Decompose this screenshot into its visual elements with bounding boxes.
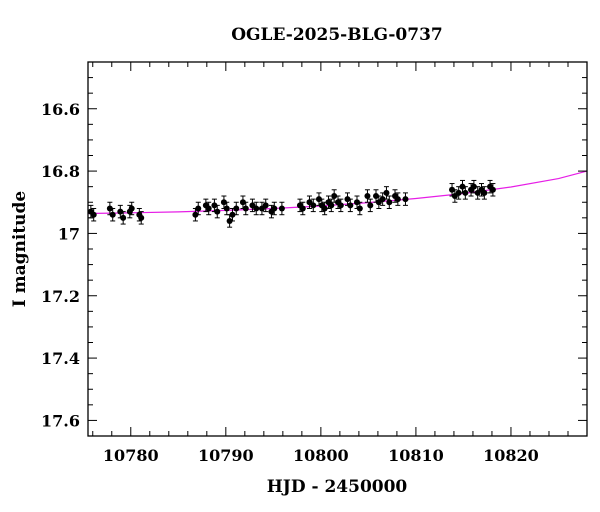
plot-frame: [87, 61, 588, 437]
y-tick-label: 16.8: [41, 162, 80, 181]
data-point: [233, 205, 240, 212]
data-point: [356, 205, 363, 212]
data-point: [138, 214, 145, 221]
data-point: [315, 196, 322, 203]
data-point: [470, 183, 477, 190]
data-point: [449, 186, 456, 193]
y-tick-label: 17.2: [41, 287, 80, 306]
data-point: [192, 211, 199, 218]
y-tick-label: 17.6: [41, 411, 80, 430]
data-point: [321, 205, 328, 212]
data-point: [364, 193, 371, 200]
axis-ticks: [88, 61, 588, 437]
data-point: [120, 214, 127, 221]
data-point: [109, 211, 116, 218]
x-axis-label: HJD - 2450000: [267, 477, 408, 497]
data-point: [195, 205, 202, 212]
data-point: [379, 196, 386, 203]
data-point: [394, 196, 401, 203]
data-point: [455, 189, 462, 196]
data-point: [262, 202, 269, 209]
data-point: [117, 208, 124, 215]
plot-area: [87, 170, 588, 228]
chart-title: OGLE-2025-BLG-0737: [231, 25, 443, 45]
data-point: [226, 217, 233, 224]
data-point: [299, 205, 306, 212]
data-point: [242, 205, 249, 212]
data-point: [128, 205, 135, 212]
x-tick-label: 10780: [103, 446, 159, 465]
data-point: [372, 193, 379, 200]
data-point: [386, 199, 393, 206]
y-tick-label: 16.6: [41, 100, 80, 119]
data-point: [481, 189, 488, 196]
data-point: [205, 205, 212, 212]
y-axis-label: I magnitude: [10, 191, 30, 308]
data-point: [331, 193, 338, 200]
data-point: [347, 202, 354, 209]
x-tick-label: 10790: [198, 446, 254, 465]
data-point: [353, 199, 360, 206]
model-curve: [87, 170, 588, 215]
data-point: [220, 199, 227, 206]
data-point: [337, 202, 344, 209]
data-point: [344, 196, 351, 203]
data-point: [310, 202, 317, 209]
data-point: [239, 199, 246, 206]
data-point: [383, 189, 390, 196]
data-point: [106, 205, 113, 212]
data-point: [328, 202, 335, 209]
data-point: [462, 189, 469, 196]
data-point: [214, 208, 221, 215]
tick-labels: 10780 10790 10800 10810 10820 16.6 16.8 17 17.2 1…: [41, 100, 539, 465]
data-point: [367, 202, 374, 209]
data-point: [90, 211, 97, 218]
data-point: [229, 211, 236, 218]
data-point: [402, 196, 409, 203]
data-point: [278, 205, 285, 212]
x-tick-label: 10820: [483, 446, 539, 465]
data-point: [253, 205, 260, 212]
data-point: [459, 183, 466, 190]
data-point: [211, 202, 218, 209]
data-point: [271, 205, 278, 212]
x-tick-label: 10810: [388, 446, 444, 465]
x-tick-label: 10800: [293, 446, 349, 465]
data-point: [223, 205, 230, 212]
data-point: [489, 186, 496, 193]
y-tick-label: 17: [58, 224, 80, 243]
y-tick-label: 17.4: [41, 349, 80, 368]
